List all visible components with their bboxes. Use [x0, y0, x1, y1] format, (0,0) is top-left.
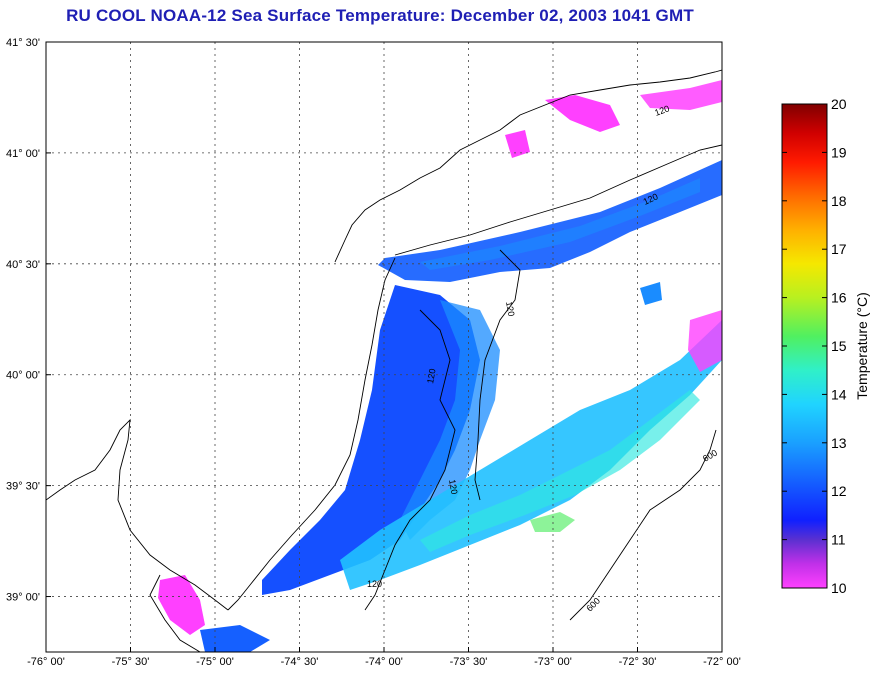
lat-tick-label: 39° 00': [6, 592, 40, 604]
sst-region-fringe-north: [545, 95, 620, 132]
colorbar-label: Temperature (°C): [854, 292, 870, 400]
colorbar-tick-label: 12: [831, 483, 847, 499]
lon-tick-label: -72° 00': [703, 656, 741, 668]
contour-label: 120: [425, 368, 437, 385]
lat-tick-label: 40° 30': [6, 259, 40, 271]
sst-region-warm-patch: [530, 512, 575, 532]
colorbar-tick-label: 18: [831, 193, 847, 209]
lon-tick-label: -76° 00': [27, 656, 65, 668]
lat-tick-label: 39° 30': [6, 481, 40, 493]
sst-region-fringe-north2: [505, 130, 530, 158]
map-title: RU COOL NOAA-12 Sea Surface Temperature:…: [66, 6, 694, 25]
lat-tick-label: 41° 00': [6, 148, 40, 160]
colorbar-tick-label: 16: [831, 290, 847, 306]
colorbar-ramp: [781, 103, 828, 589]
sst-region-fringe-east: [688, 310, 722, 372]
contour-label: 120: [367, 579, 382, 589]
lon-tick-label: -75° 00': [196, 656, 234, 668]
sst-region-fringe-north3: [640, 80, 722, 110]
isobath-120-east: [474, 249, 521, 501]
lon-tick-label: -74° 00': [365, 656, 403, 668]
coastline-delmarva: [149, 574, 201, 652]
sst-region-southwest: [200, 625, 270, 652]
colorbar-tick-label: 13: [831, 435, 847, 451]
sst-region-nj-coast: [262, 285, 480, 595]
colorbar-tick-label: 20: [831, 96, 847, 112]
lat-tick-label: 40° 00': [6, 370, 40, 382]
lon-tick-label: -73° 30': [450, 656, 488, 668]
sst-region-delaware: [158, 575, 205, 635]
coastline-longisland: [394, 144, 722, 256]
lon-tick-label: -74° 30': [281, 656, 319, 668]
contour-label: 600: [584, 596, 602, 614]
lon-tick-label: -73° 00': [534, 656, 572, 668]
coastline-group: [46, 69, 722, 652]
lat-tick-label: 41° 30': [6, 37, 40, 49]
coastline-newengland: [334, 69, 722, 263]
contour-labels: 120 120 120 120 120 120 600 600: [367, 103, 719, 613]
isobath-120: [364, 309, 456, 611]
colorbar-tick-label: 19: [831, 144, 847, 160]
axis-tick-labels: -76° 00' -75° 30' -75° 00' -74° 30' -74° 00'…: [6, 37, 741, 668]
contour-label: 120: [653, 103, 671, 118]
sst-region-patch-east: [640, 282, 662, 305]
colorbar-tick-label: 15: [831, 338, 847, 354]
colorbar-ticks: 10 11 12 13 14 15 16 17 18 19 20: [782, 96, 847, 596]
contour-label: 600: [701, 448, 719, 464]
lon-tick-label: -72° 30': [619, 656, 657, 668]
plot-frame: [45, 41, 723, 653]
colorbar-tick-label: 17: [831, 241, 847, 257]
isobath-600: [569, 429, 717, 621]
sst-region-offshore-band: [340, 320, 722, 590]
contour-label: 120: [447, 479, 459, 496]
sst-region-longisland-inner: [420, 178, 700, 270]
lon-tick-label: -75° 30': [112, 656, 150, 668]
sst-region-longisland: [378, 160, 722, 282]
contour-label: 120: [504, 301, 516, 318]
colorbar-tick-label: 14: [831, 386, 847, 402]
coastline-nj: [227, 257, 396, 611]
colorbar-tick-label: 10: [831, 580, 847, 596]
colorbar-tick-label: 11: [831, 532, 846, 548]
graticule: [46, 42, 722, 652]
colorbar: 10 11 12 13 14 15 16 17 18 19 20 Temperature (°C): [781, 96, 870, 596]
sst-region-offshore-band-core: [420, 390, 700, 552]
coastline-delaware: [46, 418, 229, 611]
